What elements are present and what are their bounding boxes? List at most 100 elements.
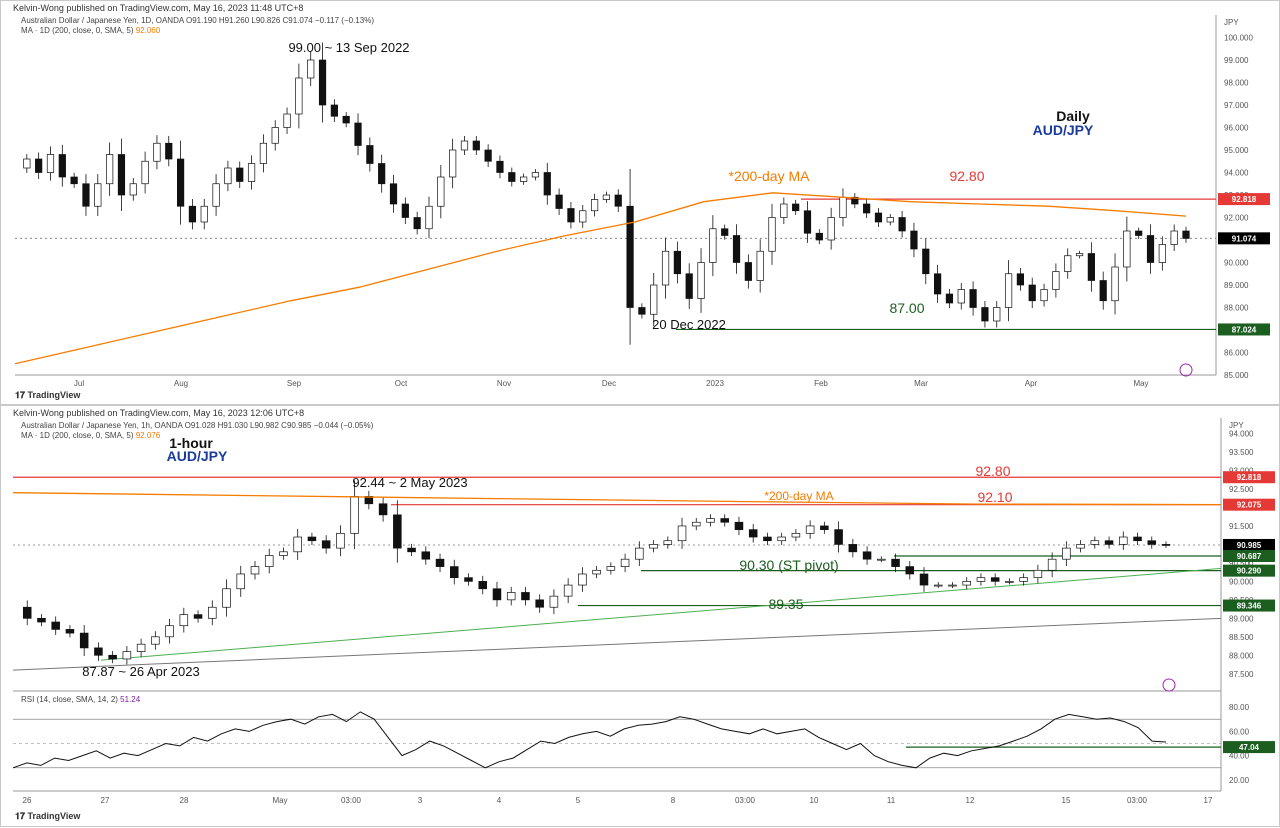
daily-candle bbox=[756, 250, 764, 281]
daily-candle bbox=[484, 149, 492, 162]
hourly-candle bbox=[877, 558, 886, 561]
hourly-candle bbox=[250, 566, 260, 575]
daily-candle bbox=[1111, 266, 1119, 302]
time-tick-label: 03:00 bbox=[1127, 796, 1148, 805]
ma-legend-value: 92.076 bbox=[135, 431, 161, 440]
price-tick-label: 92.500 bbox=[1229, 485, 1254, 494]
pivot-price-tag: 90.290 bbox=[1237, 567, 1262, 576]
rsi-tick-label: 40.00 bbox=[1229, 752, 1250, 761]
hourly-candle bbox=[677, 525, 687, 542]
hourly-candle bbox=[848, 544, 858, 553]
symbol-legend: Australian Dollar / Japanese Yen, 1D, OA… bbox=[21, 16, 374, 25]
time-tick-label: Oct bbox=[395, 379, 408, 388]
time-tick-label: May bbox=[1133, 379, 1148, 388]
daily-candle bbox=[638, 307, 646, 315]
daily-candle bbox=[188, 205, 197, 223]
daily-candle bbox=[768, 217, 776, 252]
hourly-candle bbox=[506, 592, 516, 601]
time-tick-label: Jul bbox=[74, 379, 84, 388]
daily-candle bbox=[969, 289, 977, 308]
daily-candle bbox=[1135, 230, 1143, 236]
ma-legend-label: MA · 1D (200, close, 0, SMA, 5) bbox=[21, 26, 134, 35]
daily-candle bbox=[224, 167, 232, 185]
hourly-candle bbox=[1133, 536, 1142, 542]
hourly-candle bbox=[1090, 540, 1100, 545]
ma-price-tag: 92.075 bbox=[1237, 501, 1262, 510]
hourly-candle bbox=[336, 532, 345, 549]
time-tick-label: Nov bbox=[497, 379, 511, 388]
hourly-candle bbox=[706, 518, 715, 523]
hourly-candle bbox=[663, 540, 673, 545]
daily-chart[interactable]: 100.000 99.000 98.000 97.000 96.000 95.000 94.… bbox=[1, 1, 1280, 406]
daily-candle bbox=[898, 217, 906, 232]
daily-candle bbox=[1075, 253, 1084, 257]
current-price-tag-bg bbox=[1218, 232, 1270, 245]
current-price-tag: 91.074 bbox=[1232, 234, 1257, 243]
daily-candle bbox=[886, 217, 894, 223]
hourly-chart[interactable]: 94.00093.50093.00092.50092.00091.50091.0… bbox=[1, 406, 1280, 828]
time-tick-label: Mar bbox=[914, 379, 928, 388]
hourly-candle bbox=[293, 536, 302, 553]
daily-candle bbox=[318, 59, 327, 106]
support-1-price-tag: 90.687 bbox=[1237, 552, 1262, 561]
time-tick-label: Dec bbox=[602, 379, 616, 388]
daily-candle bbox=[520, 176, 528, 182]
hourly-candle bbox=[108, 654, 117, 660]
support-2-price-tag: 89.346 bbox=[1237, 602, 1262, 611]
hourly-candle bbox=[862, 551, 872, 560]
daily-candle bbox=[460, 140, 469, 151]
daily-candle bbox=[981, 307, 989, 322]
price-tick-label: 93.500 bbox=[1229, 448, 1254, 457]
hourly-candle bbox=[891, 558, 900, 567]
hourly-candle bbox=[635, 547, 644, 560]
daily-candle bbox=[165, 142, 173, 160]
daily-candle bbox=[342, 115, 350, 124]
daily-candle bbox=[626, 205, 634, 308]
time-tick-label: 11 bbox=[887, 796, 896, 805]
currency-label: JPY bbox=[1224, 18, 1239, 27]
hourly-candle bbox=[122, 651, 132, 660]
high-annotation: 99.00 ~ 13 Sep 2022 bbox=[288, 40, 409, 55]
pivot-price-tag-bg bbox=[1223, 564, 1275, 577]
daily-candle bbox=[389, 183, 398, 205]
daily-candle bbox=[1028, 284, 1036, 302]
hourly-candle bbox=[549, 595, 559, 608]
price-tick-label: 92.000 bbox=[1224, 214, 1249, 223]
hourly-candle bbox=[22, 606, 32, 619]
daily-candle bbox=[295, 77, 303, 115]
daily-candle bbox=[472, 140, 480, 151]
support-price-tag: 87.024 bbox=[1232, 325, 1257, 334]
resistance-price-tag-bg bbox=[1218, 193, 1270, 206]
hourly-candle bbox=[193, 614, 203, 619]
hourly-candle bbox=[236, 573, 246, 590]
price-tick-label: 96.000 bbox=[1224, 124, 1249, 133]
hourly-candle bbox=[1076, 544, 1085, 549]
price-tick-label: 94.000 bbox=[1229, 430, 1254, 439]
daily-candle bbox=[129, 183, 137, 196]
daily-candle bbox=[330, 104, 338, 117]
hourly-candle bbox=[748, 529, 758, 538]
daily-candle bbox=[827, 217, 835, 241]
hourly-candle bbox=[1005, 581, 1014, 583]
time-tick-label: 03:00 bbox=[735, 796, 756, 805]
rsi-legend: RSI (14, close, SMA, 14, 2) 51.24 bbox=[21, 695, 140, 704]
daily-candle bbox=[1158, 244, 1166, 263]
hourly-candle bbox=[1104, 540, 1114, 545]
daily-candle bbox=[863, 203, 871, 214]
price-tick-label: 90.000 bbox=[1229, 577, 1254, 586]
daily-candle bbox=[35, 158, 43, 173]
time-tick-label: 15 bbox=[1062, 796, 1071, 805]
resistance-price-tag: 92.818 bbox=[1237, 473, 1262, 482]
current-price-tag-bg bbox=[1223, 538, 1275, 551]
daily-candle bbox=[378, 163, 386, 185]
rsi-price-tag: 47.04 bbox=[1239, 743, 1260, 752]
ma-price-tag-bg bbox=[1223, 498, 1275, 511]
daily-candle bbox=[1170, 230, 1178, 245]
time-tick-label: Sep bbox=[287, 379, 302, 388]
daily-chart-panel: Kelvin-Wong published on TradingView.com… bbox=[0, 0, 1280, 405]
price-tick-label: 99.000 bbox=[1224, 56, 1249, 65]
hourly-candle bbox=[720, 518, 729, 523]
hourly-candle bbox=[919, 573, 929, 586]
time-tick-label: May bbox=[272, 796, 287, 805]
hourly-candle bbox=[734, 521, 744, 530]
